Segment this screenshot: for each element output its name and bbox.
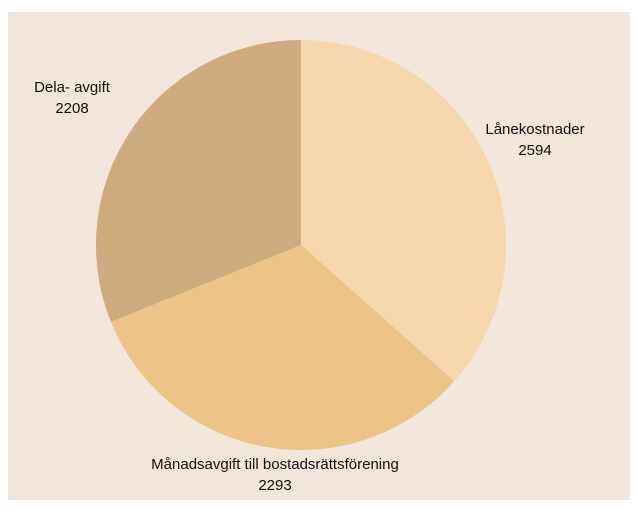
pie-slice (301, 40, 506, 382)
pie-slice (95, 40, 301, 322)
slice-label: Månadsavgift till bostadsrättsförening (151, 456, 399, 473)
slice-value: 2293 (258, 477, 291, 494)
slice-label: Dela- avgift (34, 79, 111, 96)
slice-label: Lånekostnader (485, 121, 584, 138)
pie-slice (110, 245, 455, 450)
slice-value: 2208 (55, 100, 88, 117)
slice-value: 2594 (518, 142, 551, 159)
